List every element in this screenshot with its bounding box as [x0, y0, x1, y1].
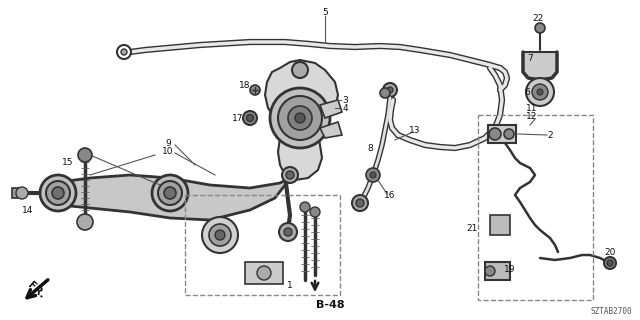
Circle shape — [607, 260, 613, 266]
Bar — [478, 115, 593, 300]
Circle shape — [537, 89, 543, 95]
Circle shape — [215, 230, 225, 240]
Circle shape — [295, 113, 305, 123]
Circle shape — [40, 175, 76, 211]
Text: 13: 13 — [409, 125, 420, 134]
Text: 20: 20 — [604, 247, 616, 257]
Circle shape — [535, 23, 545, 33]
Text: 12: 12 — [526, 111, 538, 121]
Text: 15: 15 — [62, 157, 74, 166]
Circle shape — [209, 224, 231, 246]
Circle shape — [250, 85, 260, 95]
Circle shape — [282, 167, 298, 183]
Text: 8: 8 — [367, 143, 373, 153]
Text: 21: 21 — [467, 223, 477, 233]
Circle shape — [243, 111, 257, 125]
Circle shape — [158, 181, 182, 205]
Circle shape — [77, 214, 93, 230]
Text: 7: 7 — [527, 53, 533, 62]
Circle shape — [164, 187, 176, 199]
Circle shape — [121, 49, 127, 55]
Text: B-48: B-48 — [316, 300, 344, 310]
Circle shape — [504, 129, 514, 139]
Circle shape — [604, 257, 616, 269]
Circle shape — [485, 266, 495, 276]
Text: 19: 19 — [504, 266, 516, 275]
Circle shape — [202, 217, 238, 253]
Circle shape — [257, 266, 271, 280]
Circle shape — [279, 223, 297, 241]
Text: 14: 14 — [22, 205, 34, 214]
Circle shape — [278, 96, 322, 140]
Circle shape — [117, 45, 131, 59]
Circle shape — [246, 115, 253, 122]
Circle shape — [300, 202, 310, 212]
Circle shape — [270, 88, 330, 148]
Circle shape — [532, 84, 548, 100]
Text: 22: 22 — [532, 13, 543, 22]
Text: 1: 1 — [287, 281, 293, 290]
Circle shape — [152, 175, 188, 211]
Text: 5: 5 — [322, 7, 328, 17]
Text: 4: 4 — [342, 103, 348, 113]
Circle shape — [292, 62, 308, 78]
Circle shape — [370, 172, 376, 178]
Circle shape — [288, 106, 312, 130]
Text: 10: 10 — [163, 147, 173, 156]
Bar — [485, 262, 510, 280]
Circle shape — [52, 187, 64, 199]
Polygon shape — [60, 175, 290, 220]
Circle shape — [352, 195, 368, 211]
Bar — [12, 188, 24, 198]
Polygon shape — [320, 122, 342, 138]
Text: 3: 3 — [342, 95, 348, 105]
Circle shape — [286, 171, 294, 179]
Circle shape — [356, 199, 364, 207]
Circle shape — [78, 148, 92, 162]
Text: 18: 18 — [239, 81, 251, 90]
Circle shape — [489, 128, 501, 140]
Text: FR.: FR. — [26, 280, 47, 300]
Polygon shape — [523, 52, 557, 80]
Text: 16: 16 — [384, 190, 396, 199]
Circle shape — [310, 207, 320, 217]
Polygon shape — [490, 215, 510, 235]
Text: SZTAB2700: SZTAB2700 — [590, 307, 632, 316]
Circle shape — [46, 181, 70, 205]
Circle shape — [284, 228, 292, 236]
Text: 6: 6 — [524, 87, 530, 97]
Text: 11: 11 — [526, 103, 538, 113]
Text: 17: 17 — [232, 114, 244, 123]
Circle shape — [366, 168, 380, 182]
Polygon shape — [320, 100, 342, 118]
Circle shape — [387, 87, 393, 93]
Bar — [185, 195, 340, 295]
Circle shape — [380, 88, 390, 98]
Circle shape — [526, 78, 554, 106]
Text: 9: 9 — [165, 139, 171, 148]
Bar — [245, 262, 283, 284]
Bar — [488, 125, 516, 143]
Text: 2: 2 — [547, 131, 553, 140]
Circle shape — [16, 187, 28, 199]
Circle shape — [383, 83, 397, 97]
Polygon shape — [265, 60, 338, 180]
